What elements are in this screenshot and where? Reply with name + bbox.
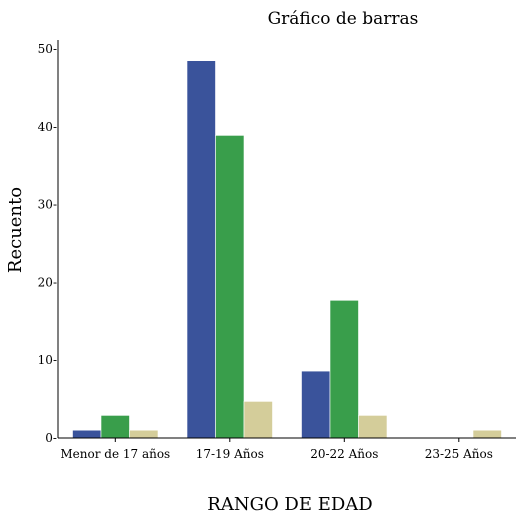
x-tick-label-3: 23-25 Años xyxy=(425,447,493,461)
y-tick-label-4: 40- xyxy=(38,120,57,134)
x-axis-title: RANGO DE EDAD xyxy=(207,494,372,515)
y-tick-label-3: 30- xyxy=(38,198,57,212)
y-tick-label-5: 50- xyxy=(38,42,57,56)
bar-2-1 xyxy=(329,299,359,439)
axes-layer: Menor de 17 años 17-19 Años 20-22 Años 23-2… xyxy=(38,40,516,461)
bar-0-0 xyxy=(72,429,102,439)
bar-0-1 xyxy=(100,415,130,439)
bar-1-2 xyxy=(243,401,273,439)
bar-1-1 xyxy=(215,135,245,439)
bar-3-2 xyxy=(472,429,502,439)
chart-title: Gráfico de barras xyxy=(268,9,419,29)
y-tick-label-2: 20- xyxy=(38,275,57,289)
bar-0-2 xyxy=(129,429,159,439)
y-tick-label-1: 10- xyxy=(38,353,57,367)
x-tick-label-1: 17-19 Años xyxy=(196,447,264,461)
x-tick-label-0: Menor de 17 años xyxy=(60,447,170,461)
bar-1-0 xyxy=(186,60,216,439)
y-tick-label-0: 0- xyxy=(45,431,57,445)
bar-2-2 xyxy=(358,415,388,439)
bar-2-0 xyxy=(301,370,331,439)
y-axis-title: Recuento xyxy=(5,187,26,273)
x-tick-label-2: 20-22 Años xyxy=(310,447,378,461)
bars-layer xyxy=(72,60,502,439)
